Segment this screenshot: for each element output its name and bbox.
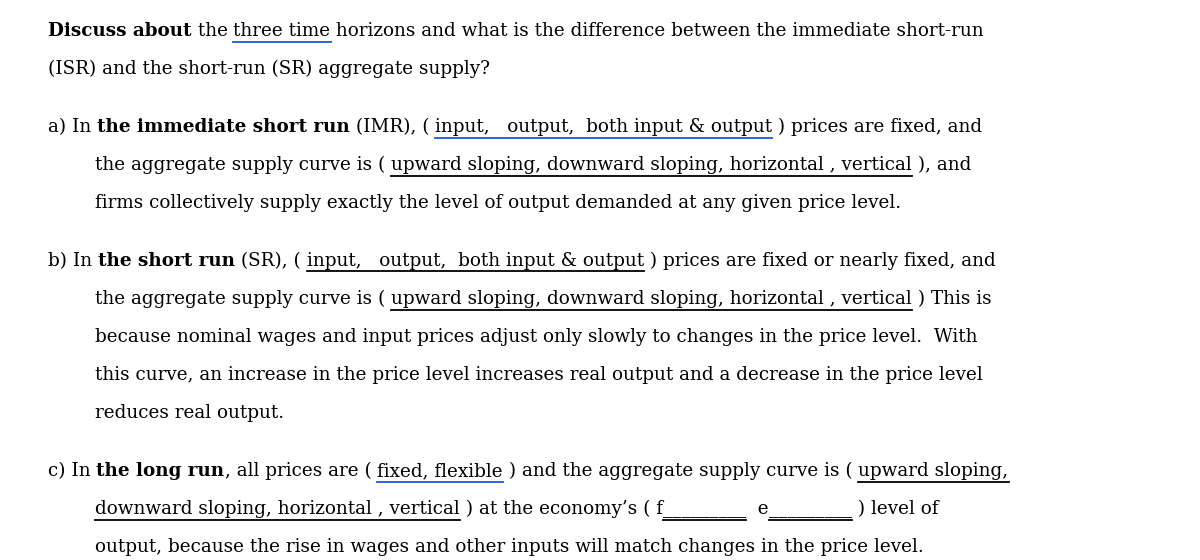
- Text: upward sloping, downward sloping, horizontal , vertical: upward sloping, downward sloping, horizo…: [391, 290, 912, 308]
- Text: (ISR) and the short-run (SR) aggregate supply?: (ISR) and the short-run (SR) aggregate s…: [48, 60, 490, 78]
- Text: upward sloping,: upward sloping,: [858, 462, 1008, 480]
- Text: ) This is: ) This is: [912, 290, 991, 308]
- Text: the: the: [192, 22, 233, 40]
- Text: ), and: ), and: [912, 156, 971, 174]
- Text: Discuss about: Discuss about: [48, 22, 192, 40]
- Text: the aggregate supply curve is (: the aggregate supply curve is (: [95, 156, 391, 174]
- Text: output, because the rise in wages and other inputs will match changes in the pri: output, because the rise in wages and ot…: [95, 538, 924, 556]
- Text: c) In: c) In: [48, 462, 96, 480]
- Text: ) level of: ) level of: [852, 500, 938, 518]
- Text: three time: three time: [233, 22, 330, 40]
- Text: this curve, an increase in the price level increases real output and a decrease : this curve, an increase in the price lev…: [95, 366, 983, 384]
- Text: downward sloping, horizontal , vertical: downward sloping, horizontal , vertical: [95, 500, 460, 518]
- Text: horizons and what is the difference between the immediate short-run: horizons and what is the difference betw…: [330, 22, 984, 40]
- Text: (SR), (: (SR), (: [235, 252, 307, 270]
- Text: input,   output,  both input & output: input, output, both input & output: [307, 252, 643, 270]
- Text: ) prices are fixed or nearly fixed, and: ) prices are fixed or nearly fixed, and: [643, 252, 996, 270]
- Text: upward sloping, downward sloping, horizontal , vertical: upward sloping, downward sloping, horizo…: [391, 156, 912, 174]
- Text: reduces real output.: reduces real output.: [95, 404, 284, 422]
- Text: ) prices are fixed, and: ) prices are fixed, and: [773, 118, 983, 136]
- Text: b) In: b) In: [48, 252, 98, 270]
- Text: because nominal wages and input prices adjust only slowly to changes in the pric: because nominal wages and input prices a…: [95, 328, 978, 346]
- Text: e: e: [746, 500, 769, 518]
- Text: , all prices are (: , all prices are (: [224, 462, 377, 480]
- Text: the long run: the long run: [96, 462, 224, 480]
- Text: fixed, flexible: fixed, flexible: [377, 462, 503, 480]
- Text: _________: _________: [769, 500, 852, 518]
- Text: a) In: a) In: [48, 118, 97, 136]
- Text: ) and the aggregate supply curve is (: ) and the aggregate supply curve is (: [503, 462, 858, 480]
- Text: input,   output,  both input & output: input, output, both input & output: [436, 118, 773, 136]
- Text: the aggregate supply curve is (: the aggregate supply curve is (: [95, 290, 391, 308]
- Text: the short run: the short run: [98, 252, 235, 270]
- Text: _________: _________: [662, 500, 746, 518]
- Text: (IMR), (: (IMR), (: [350, 118, 436, 136]
- Text: the immediate short run: the immediate short run: [97, 118, 350, 136]
- Text: ) at the economy’s ( f: ) at the economy’s ( f: [460, 500, 662, 518]
- Text: firms collectively supply exactly the level of output demanded at any given pric: firms collectively supply exactly the le…: [95, 194, 901, 212]
